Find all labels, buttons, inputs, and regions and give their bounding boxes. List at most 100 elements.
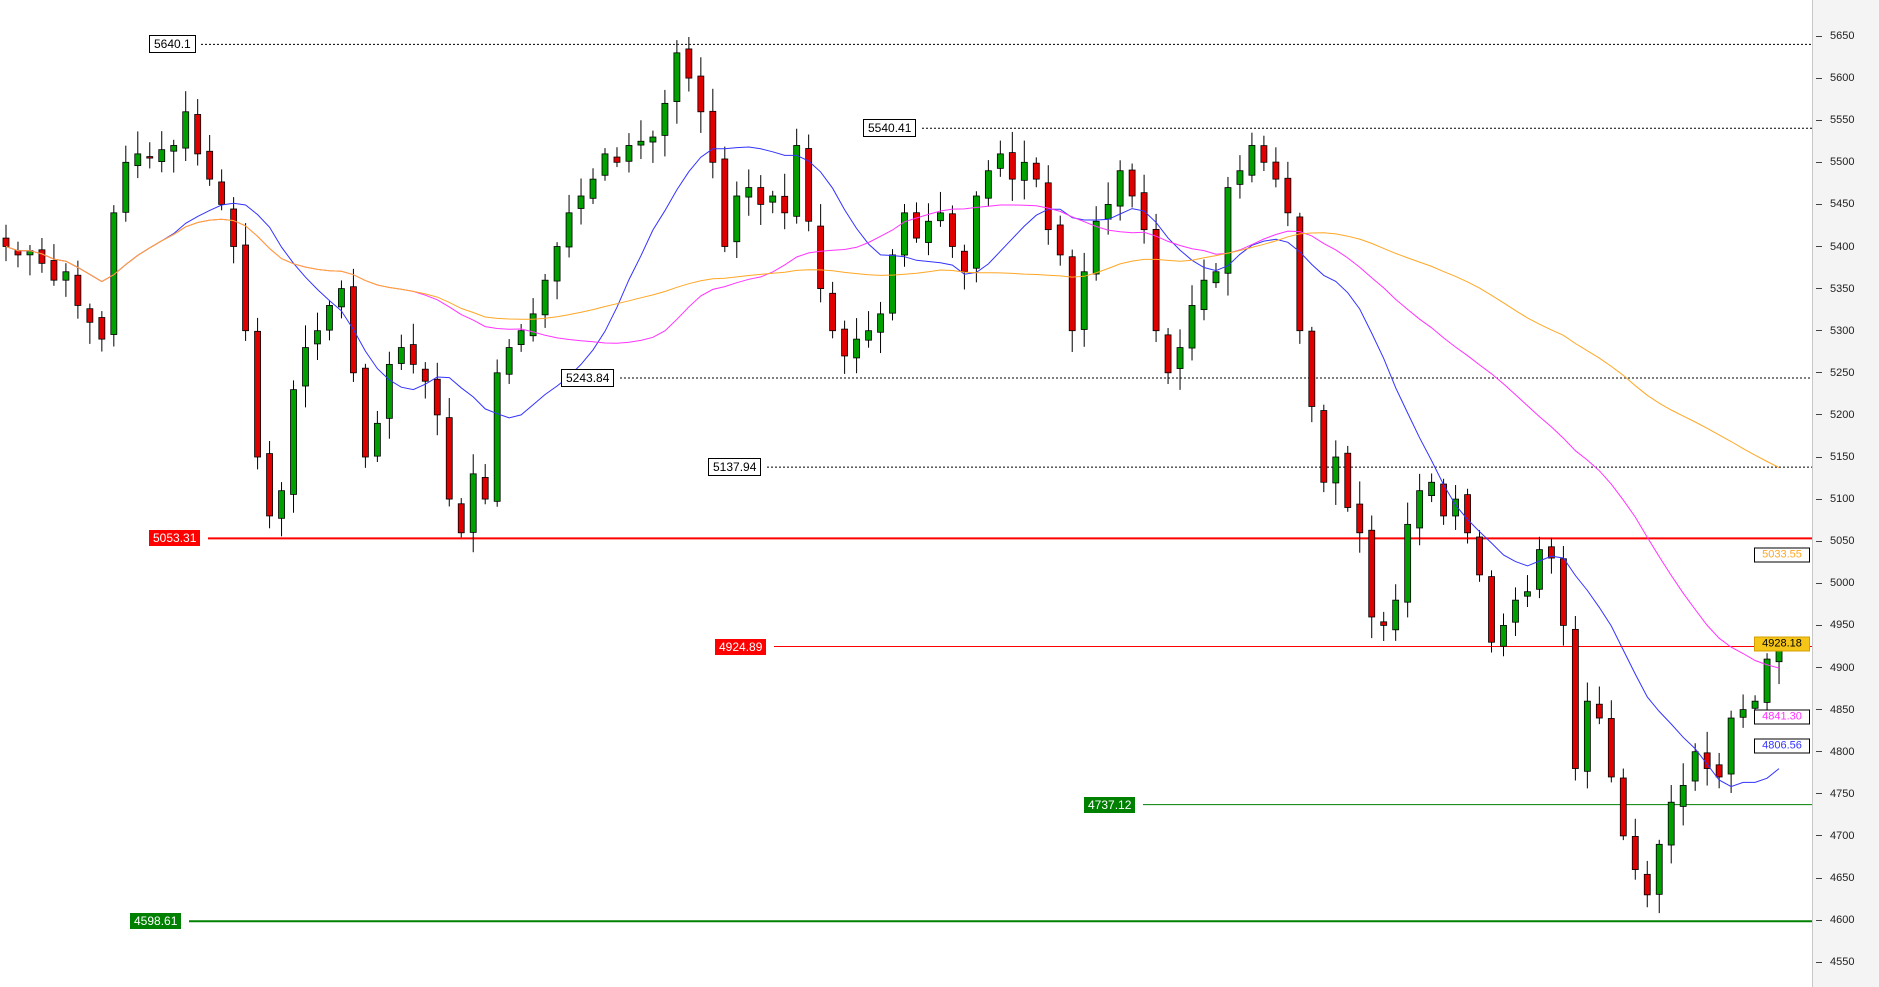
candle-body xyxy=(1715,764,1723,778)
candle-body xyxy=(889,254,896,314)
candle-body xyxy=(1176,347,1184,369)
candle-body xyxy=(1056,224,1064,256)
candle-body xyxy=(469,473,477,533)
candle-body xyxy=(74,274,82,306)
candle-body xyxy=(242,244,250,332)
candle-body xyxy=(194,114,202,155)
y-tick-label: 4900 xyxy=(1816,662,1854,674)
level-label: 4924.89 xyxy=(715,638,767,655)
candle-body xyxy=(122,161,130,213)
candle-body xyxy=(553,246,561,282)
level-label: 5243.84 xyxy=(561,368,615,387)
candle-body xyxy=(577,195,585,209)
candle-body xyxy=(2,237,10,247)
moving-average-line xyxy=(5,146,1780,788)
candle-body xyxy=(625,145,633,162)
price-chart-plot[interactable] xyxy=(0,0,1812,987)
candle-body xyxy=(517,330,525,346)
candle-body xyxy=(709,110,717,163)
candle-body xyxy=(673,52,681,102)
candle-body xyxy=(98,317,106,340)
candle-body xyxy=(397,347,405,364)
y-tick-label: 5200 xyxy=(1816,409,1854,421)
candle-body xyxy=(1344,452,1352,508)
candle-body xyxy=(972,195,980,269)
candle-body xyxy=(493,372,501,502)
candle-body xyxy=(745,187,753,198)
y-tick-label: 5450 xyxy=(1816,198,1854,210)
y-tick-label: 4850 xyxy=(1816,704,1854,716)
candle-body xyxy=(877,313,884,333)
y-tick-label: 5400 xyxy=(1816,241,1854,253)
candle-body xyxy=(637,140,645,146)
level-label: 4737.12 xyxy=(1084,796,1136,813)
candle-body xyxy=(769,195,777,203)
moving-average-price-label: 4806.56 xyxy=(1754,738,1810,754)
y-tick-label: 4800 xyxy=(1816,746,1854,758)
candle-body xyxy=(829,292,837,332)
y-tick-label: 5300 xyxy=(1816,325,1854,337)
candle-body xyxy=(1008,152,1016,180)
candle-body xyxy=(1488,576,1495,643)
candle-body xyxy=(1751,700,1759,709)
level-label: 5640.1 xyxy=(149,35,196,54)
candle-body xyxy=(266,453,273,517)
candle-body xyxy=(865,330,872,341)
candle-body xyxy=(385,363,393,419)
candle-body xyxy=(218,181,226,205)
candle-body xyxy=(505,347,513,375)
candle-body xyxy=(541,279,549,316)
candle-body xyxy=(1356,503,1364,534)
last-price-label: 4928.18 xyxy=(1754,636,1810,652)
candle-body xyxy=(302,347,309,387)
candle-body xyxy=(1619,777,1627,837)
candle-body xyxy=(409,344,417,365)
candle-body xyxy=(1104,203,1112,220)
candle-body xyxy=(290,389,297,495)
y-tick-label: 4700 xyxy=(1816,830,1854,842)
y-tick-label: 5650 xyxy=(1816,30,1854,42)
candle-body xyxy=(925,220,932,243)
candle-body xyxy=(278,490,285,519)
candle-body xyxy=(1152,228,1160,332)
candle-body xyxy=(1560,558,1567,626)
candle-body xyxy=(62,271,70,281)
candle-body xyxy=(314,330,321,345)
candle-body xyxy=(721,158,729,247)
candle-body xyxy=(481,477,489,500)
candle-body xyxy=(1128,169,1136,197)
candle-body xyxy=(1260,145,1268,163)
candle-body xyxy=(1164,334,1172,374)
candle-body xyxy=(1571,628,1579,769)
candle-body xyxy=(841,328,848,357)
candle-body xyxy=(170,145,178,152)
candle-body xyxy=(1020,161,1028,181)
candle-body xyxy=(649,136,657,143)
candle-body xyxy=(50,260,58,281)
candle-body xyxy=(1080,271,1088,330)
candle-body xyxy=(1595,703,1603,719)
candle-body xyxy=(1068,256,1076,332)
candle-body xyxy=(326,305,333,331)
candle-body xyxy=(38,249,46,264)
y-tick-label: 5600 xyxy=(1816,72,1854,84)
candle-body xyxy=(86,308,94,323)
candle-body xyxy=(613,156,621,163)
candle-body xyxy=(1703,752,1711,769)
candle-body xyxy=(984,170,992,199)
candle-body xyxy=(1452,498,1459,517)
candle-body xyxy=(1643,873,1651,896)
candle-body xyxy=(697,75,705,113)
candle-body xyxy=(565,212,573,248)
price-axis[interactable]: 5650 5600 5550 5500 5450 5400 5350 5300 5250 5200… xyxy=(1812,0,1879,987)
candle-body xyxy=(1032,162,1040,180)
candle-body xyxy=(1404,523,1412,603)
candle-body xyxy=(1548,546,1555,559)
candle-body xyxy=(685,48,693,79)
candle-body xyxy=(1500,625,1507,647)
candle-body xyxy=(361,367,369,458)
candle-body xyxy=(1428,481,1436,496)
level-label: 4598.61 xyxy=(130,913,182,930)
candle-body xyxy=(1655,843,1663,895)
candle-body xyxy=(146,156,154,159)
